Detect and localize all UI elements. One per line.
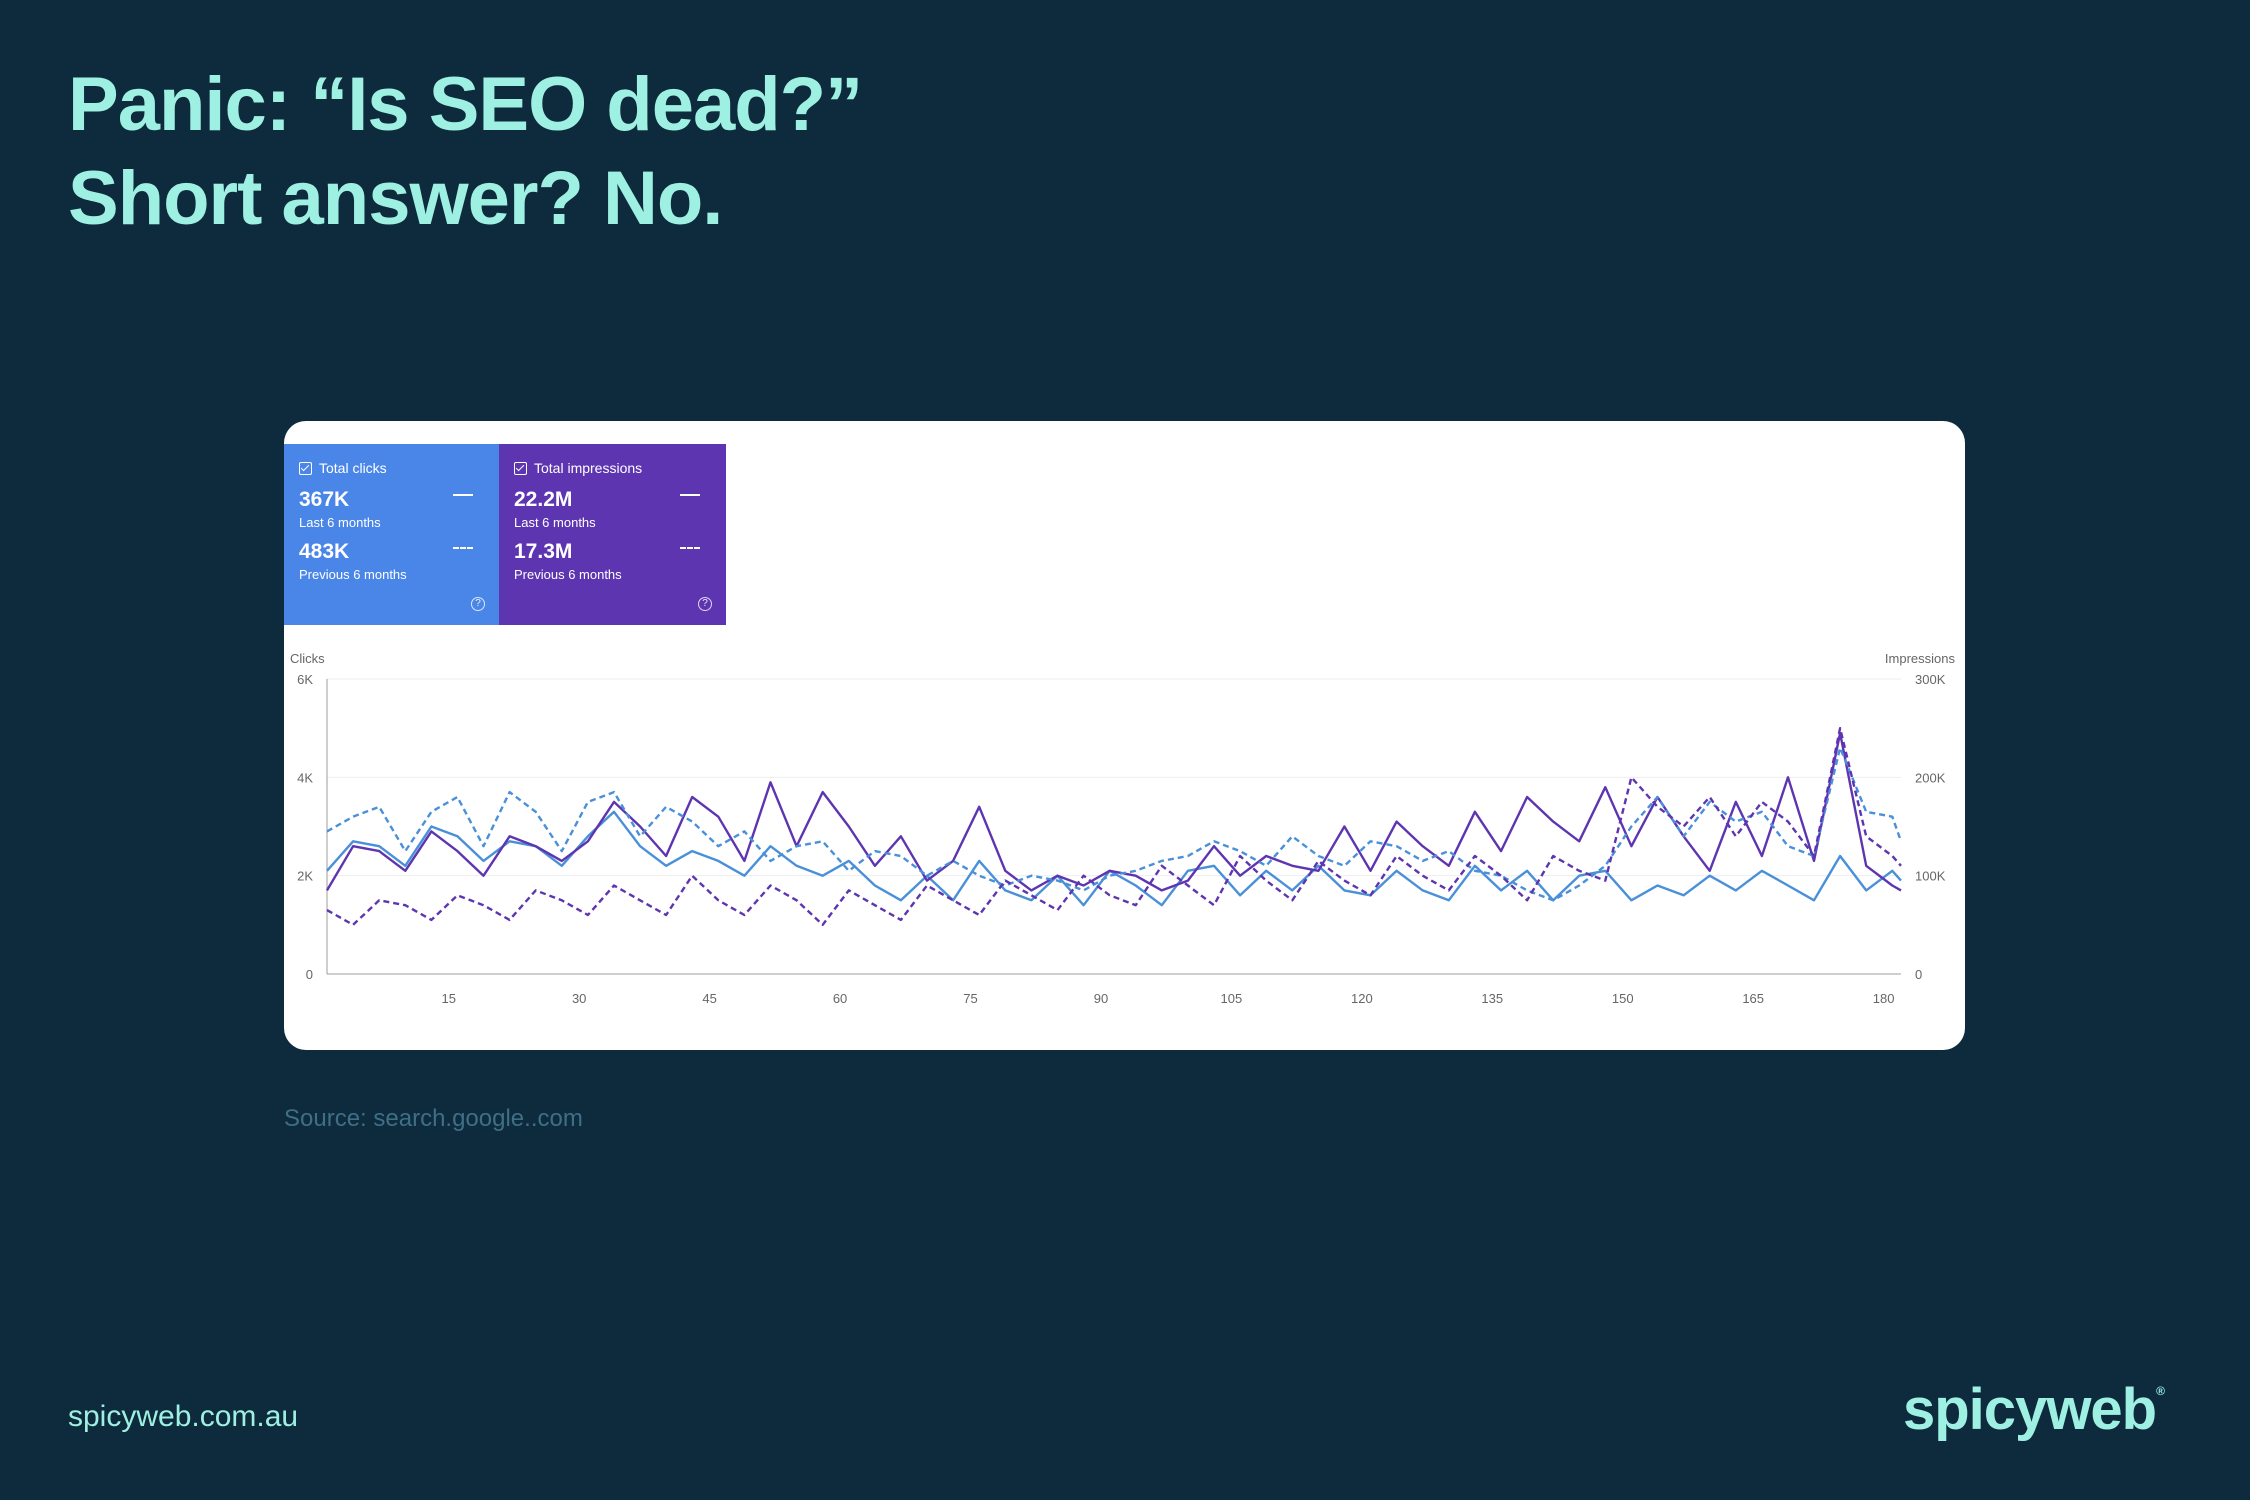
chart-axes: 0 0 2K 100K 4K 200K 6K 300K Clicks Impressions 15 3… [290,651,1956,1006]
right-axis-title: Impressions [1885,651,1956,666]
chart-grid [326,678,1901,975]
impressions-previous-value: 17.3M [514,540,573,563]
total-impressions-header[interactable]: Total impressions [514,460,642,476]
right-tick-label: 0 [1915,967,1922,982]
headline-line-1: Panic: “Is SEO dead?” [68,62,863,147]
left-axis-title: Clicks [290,651,325,666]
impressions-current-period: Last 6 months [514,515,596,530]
x-tick-label: 120 [1351,991,1373,1006]
checkbox-icon[interactable] [299,461,312,475]
total-impressions-label: Total impressions [534,460,643,476]
clicks-current-value: 367K [299,488,350,511]
clicks-previous-period: Previous 6 months [299,567,407,582]
source-caption: Source: search.google..com [284,1105,583,1132]
left-tick-label: 2K [297,869,313,884]
x-tick-label: 15 [442,991,456,1006]
chart-series [325,727,1903,926]
clicks-current-line [326,810,1902,907]
solid-line-legend-icon [680,494,700,496]
left-tick-label: 6K [297,672,313,687]
footer-url: spicyweb.com.au [68,1400,299,1433]
search-console-card: Total clicks 367K Last 6 months 483K Pre… [284,421,1965,1050]
registered-mark: ® [2156,1384,2165,1398]
help-icon[interactable]: ? [471,597,485,611]
x-tick-label: 75 [963,991,977,1006]
x-tick-label: 90 [1094,991,1108,1006]
impressions-previous-line [326,727,1902,926]
dashed-line-legend-icon [453,547,473,549]
clicks-current-period: Last 6 months [299,515,381,530]
total-clicks-header[interactable]: Total clicks [299,460,387,476]
impressions-current-value: 22.2M [514,488,573,511]
right-tick-label: 100K [1915,869,1946,884]
dashed-line-legend-icon [680,547,700,549]
x-tick-label: 60 [833,991,847,1006]
headline: Panic: “Is SEO dead?” Short answer? No. [68,58,863,246]
x-tick-label: 150 [1612,991,1634,1006]
x-tick-label: 30 [572,991,586,1006]
total-clicks-card[interactable]: Total clicks 367K Last 6 months 483K Pre… [284,444,499,625]
spicyweb-logo: spicyweb® [1903,1376,2165,1443]
solid-line-legend-icon [453,494,473,496]
x-tick-label: 165 [1742,991,1764,1006]
x-tick-label: 45 [702,991,716,1006]
clicks-previous-line [326,746,1903,902]
left-tick-label: 4K [297,770,313,785]
right-tick-label: 200K [1915,770,1946,785]
x-tick-label: 180 [1873,991,1895,1006]
x-tick-label: 135 [1481,991,1503,1006]
total-clicks-label: Total clicks [319,460,387,476]
clicks-previous-value: 483K [299,540,350,563]
performance-line-chart[interactable]: 0 0 2K 100K 4K 200K 6K 300K Clicks Impressions 15 3… [284,421,1965,1050]
right-tick-label: 300K [1915,672,1946,687]
logo-text: spicyweb [1903,1377,2157,1442]
x-tick-label: 105 [1221,991,1243,1006]
total-impressions-card[interactable]: Total impressions 22.2M Last 6 months 17… [499,444,726,625]
impressions-previous-period: Previous 6 months [514,567,622,582]
help-icon[interactable]: ? [698,597,712,611]
headline-line-2: Short answer? No. [68,156,723,241]
checkbox-icon[interactable] [514,461,527,475]
left-tick-label: 0 [306,967,313,982]
